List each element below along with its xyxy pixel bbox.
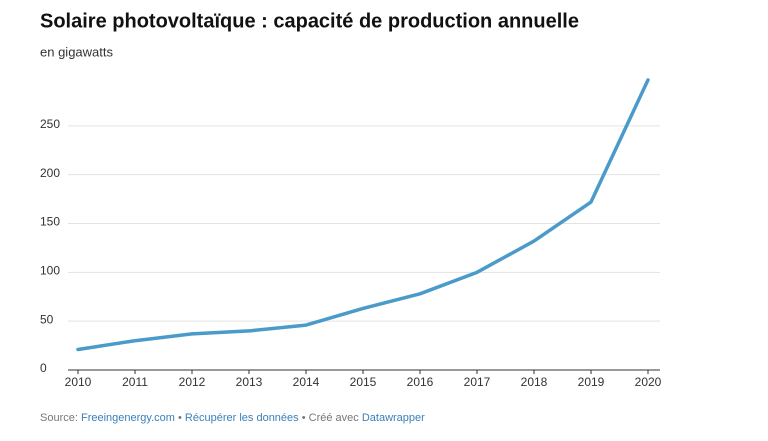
x-tick-label: 2015 [350, 375, 377, 389]
tool-link[interactable]: Datawrapper [362, 412, 425, 424]
y-tick-label: 250 [40, 117, 60, 131]
y-tick-label: 50 [40, 312, 54, 326]
x-tick-label: 2013 [236, 375, 263, 389]
y-tick-label: 0 [40, 361, 47, 375]
x-tick-label: 2014 [293, 375, 320, 389]
x-tick-label: 2018 [521, 375, 548, 389]
x-tick-label: 2010 [65, 375, 92, 389]
chart-title: Solaire photovoltaïque : capacité de pro… [40, 10, 579, 32]
x-tick-label: 2012 [179, 375, 206, 389]
x-tick-label: 2011 [122, 375, 148, 389]
x-tick-label: 2016 [407, 375, 434, 389]
y-tick-label: 150 [40, 215, 60, 229]
x-tick-label: 2017 [464, 375, 491, 389]
y-tick-label: 200 [40, 166, 60, 180]
source-label: Source: [40, 412, 78, 424]
made-with: • Créé avec [302, 412, 360, 424]
line [76, 78, 650, 352]
data-link[interactable]: Récupérer les données [185, 412, 299, 424]
footer: Source: Freeingenergy.com • Récupérer le… [40, 412, 425, 424]
y-tick-label: 100 [40, 264, 60, 278]
x-tick-label: 2019 [578, 375, 605, 389]
x-tick-label: 2020 [635, 375, 662, 389]
separator: • [178, 412, 182, 424]
chart-subtitle: en gigawatts [40, 44, 113, 59]
source-link[interactable]: Freeingenergy.com [81, 412, 175, 424]
